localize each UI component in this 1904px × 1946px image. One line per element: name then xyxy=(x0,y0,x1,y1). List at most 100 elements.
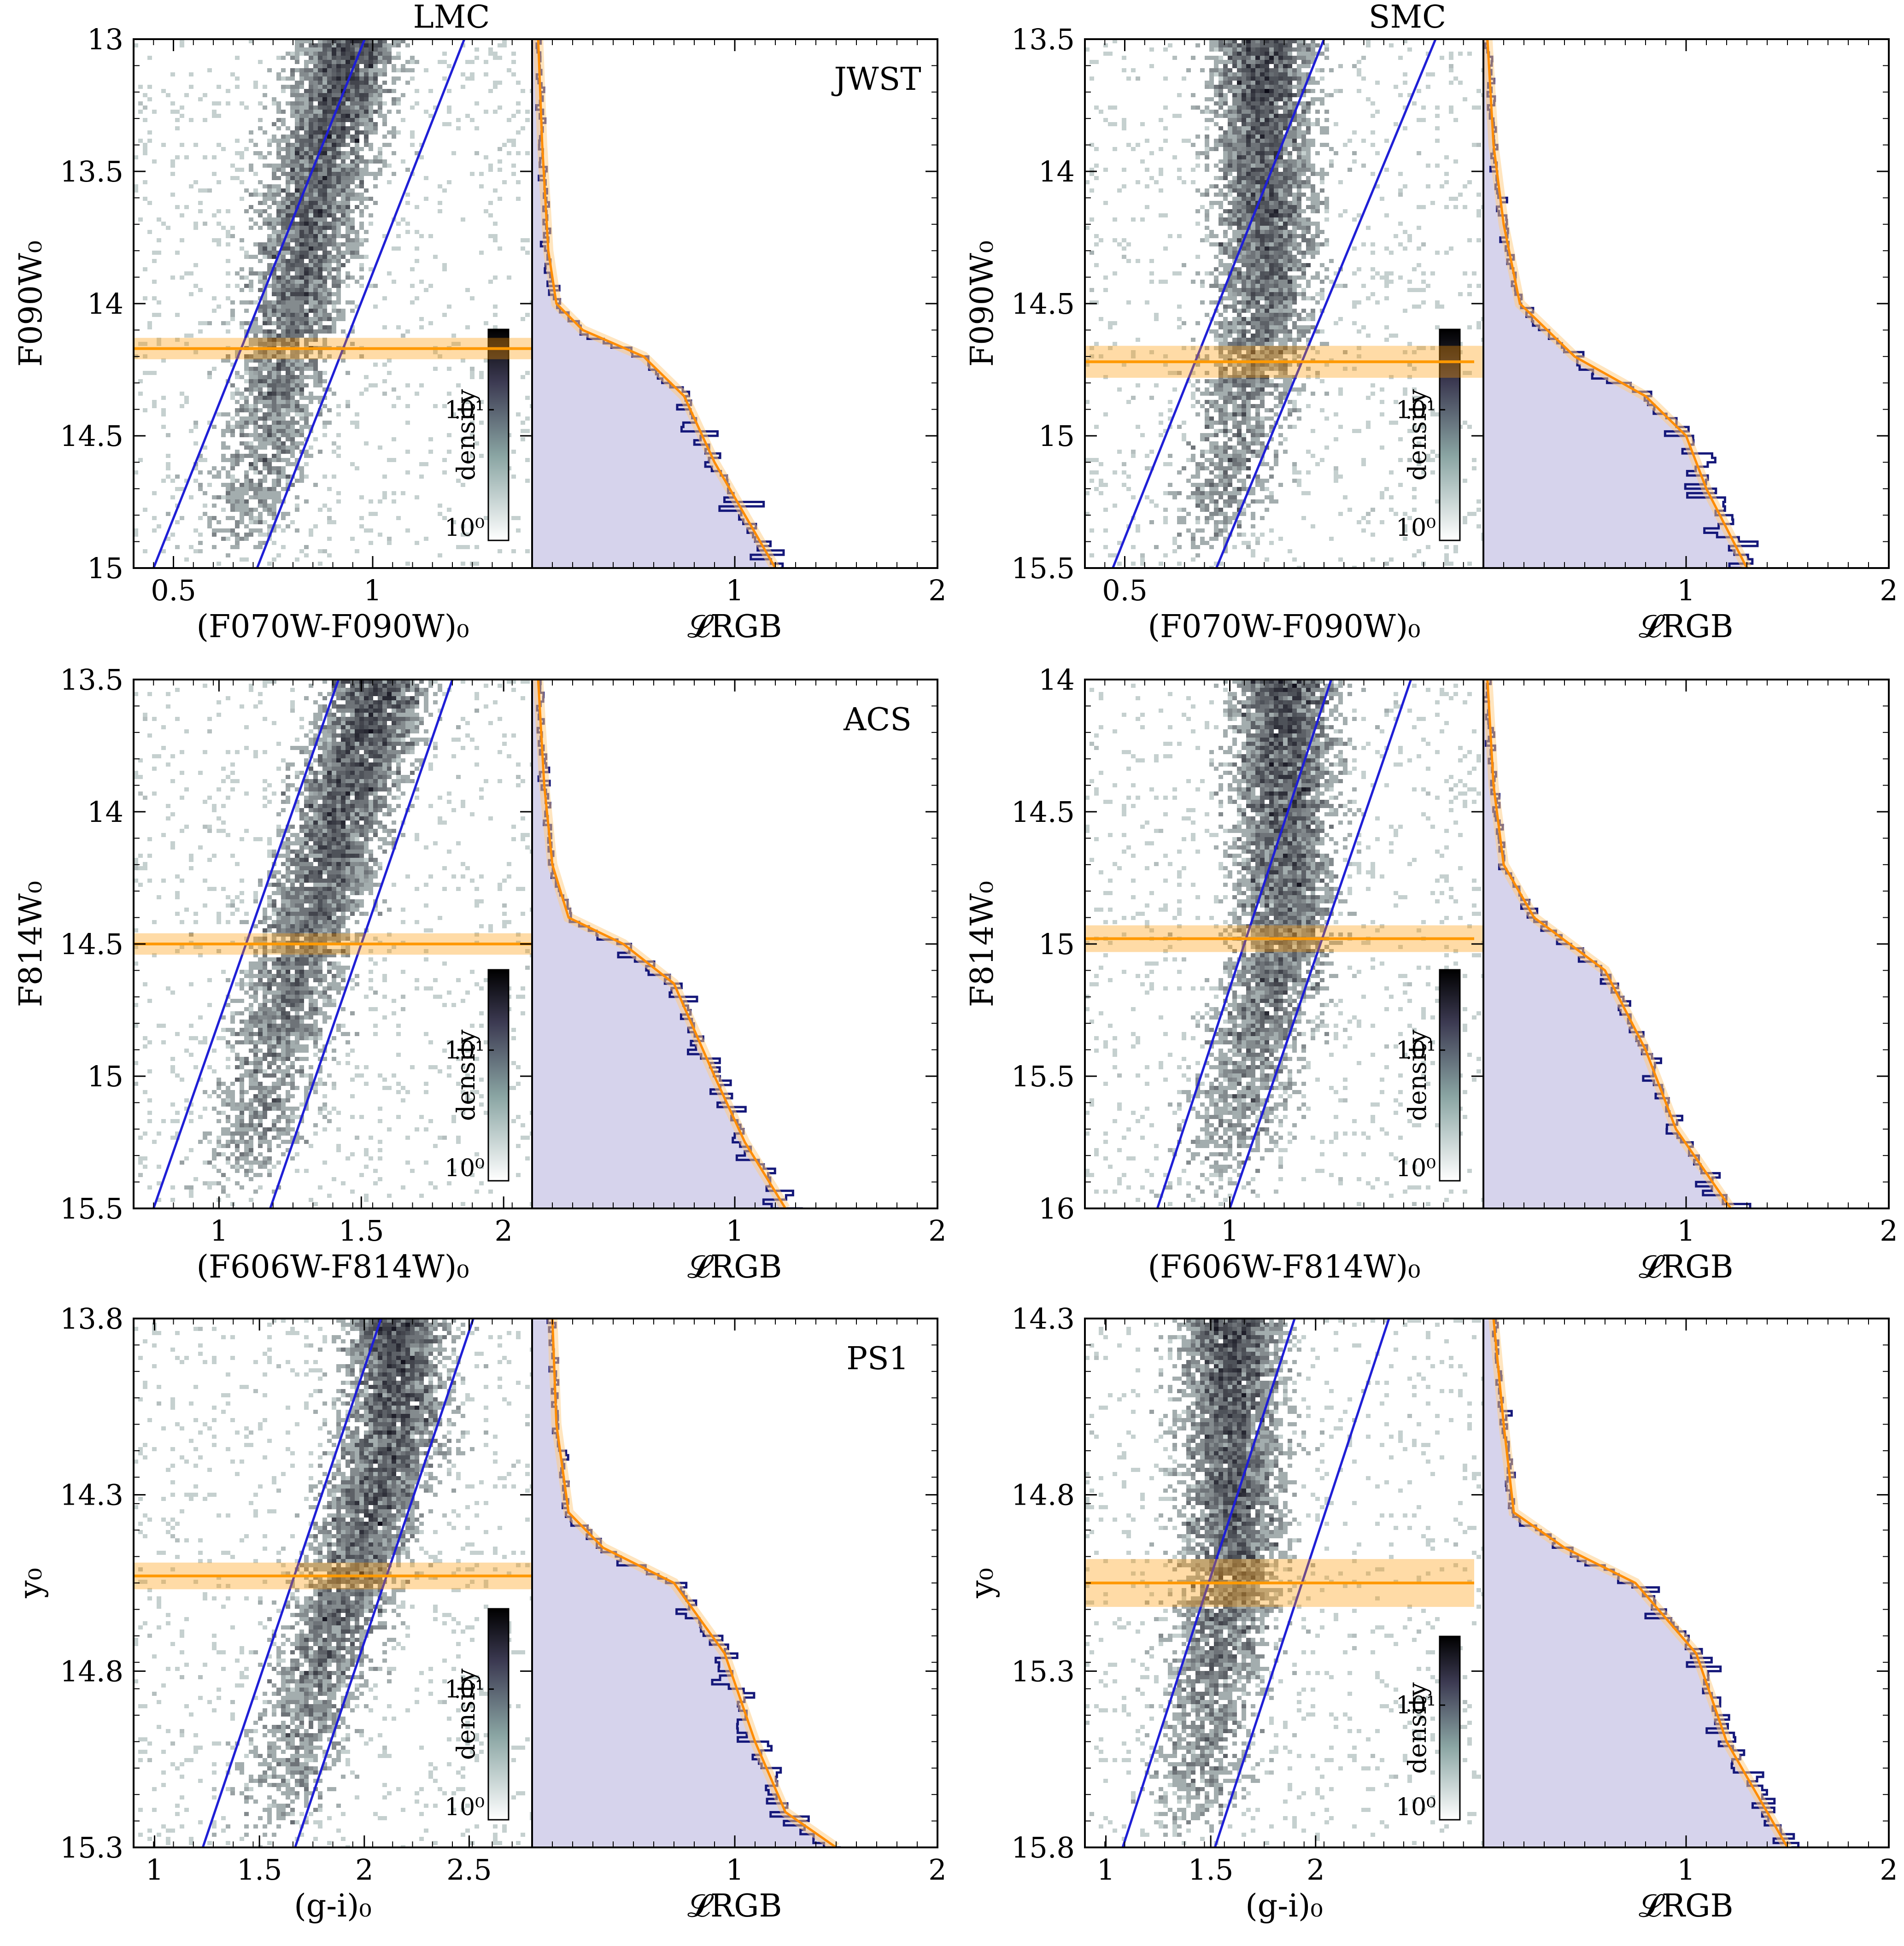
density-cell xyxy=(1260,184,1265,188)
density-cell xyxy=(313,234,318,238)
density-cell xyxy=(226,553,230,557)
density-cell xyxy=(322,81,327,85)
density-cell xyxy=(290,483,295,487)
density-cell xyxy=(193,466,198,470)
density-cell xyxy=(1255,159,1260,164)
density-cell xyxy=(525,118,530,122)
density-cell xyxy=(290,342,295,346)
density-cell xyxy=(1246,242,1251,246)
density-cell xyxy=(1228,76,1232,81)
density-cell xyxy=(1246,259,1251,263)
density-cell xyxy=(244,537,249,541)
density-cell xyxy=(1255,429,1260,433)
density-cell xyxy=(299,68,304,72)
density-cell xyxy=(1260,313,1265,317)
density-cell xyxy=(295,350,299,354)
density-cell xyxy=(1223,246,1228,251)
density-cell xyxy=(1232,458,1237,462)
density-cell xyxy=(373,97,378,101)
density-cell xyxy=(405,201,410,205)
density-cell xyxy=(1223,101,1228,106)
density-cell xyxy=(1440,184,1444,188)
density-cell xyxy=(1320,68,1324,72)
density-cell xyxy=(295,168,299,172)
density-cell xyxy=(1223,43,1228,47)
density-cell xyxy=(309,425,313,429)
density-cell xyxy=(1205,437,1209,441)
density-cell xyxy=(295,188,299,193)
density-cell xyxy=(1297,89,1301,93)
density-cell xyxy=(1269,263,1274,267)
density-cell xyxy=(373,159,378,164)
density-cell xyxy=(470,367,475,371)
density-cell xyxy=(1200,466,1205,470)
density-cell xyxy=(1274,313,1278,317)
density-cell xyxy=(373,60,378,64)
density-cell xyxy=(235,487,240,491)
density-cell xyxy=(147,97,152,101)
density-cell xyxy=(1191,445,1195,450)
density-cell xyxy=(235,168,240,172)
density-cell xyxy=(313,56,318,60)
density-cell xyxy=(1288,383,1292,387)
density-cell xyxy=(1177,371,1182,375)
density-cell xyxy=(299,321,304,325)
density-cell xyxy=(281,159,286,164)
density-cell xyxy=(322,188,327,193)
density-cell xyxy=(1297,363,1301,367)
density-cell xyxy=(419,143,424,147)
density-cell xyxy=(1311,238,1315,242)
density-cell xyxy=(235,76,240,81)
density-cell xyxy=(341,234,346,238)
density-cell xyxy=(1237,334,1242,338)
density-cell xyxy=(470,296,475,300)
density-cell xyxy=(1228,292,1232,296)
density-cell xyxy=(304,462,309,466)
density-cell xyxy=(1255,408,1260,412)
density-cell xyxy=(313,52,318,56)
density-cell xyxy=(336,234,341,238)
density-cell xyxy=(1260,371,1265,375)
density-cell xyxy=(1242,259,1246,263)
density-cell xyxy=(1306,491,1311,495)
density-cell xyxy=(299,267,304,271)
density-cell xyxy=(1232,93,1237,97)
density-cell xyxy=(1297,151,1301,155)
density-cell xyxy=(1283,263,1288,267)
density-cell xyxy=(1223,549,1228,553)
density-cell xyxy=(1242,172,1246,176)
density-cell xyxy=(1283,101,1288,106)
density-cell xyxy=(1237,487,1242,491)
density-cell xyxy=(1265,329,1269,334)
density-cell xyxy=(382,114,387,118)
density-cell xyxy=(189,495,193,499)
density-cell xyxy=(1288,184,1292,188)
density-cell xyxy=(336,143,341,147)
density-cell xyxy=(502,143,507,147)
density-cell xyxy=(350,309,355,313)
density-cell xyxy=(1177,520,1182,524)
density-cell xyxy=(1237,143,1242,147)
density-cell xyxy=(1191,346,1195,350)
density-cell xyxy=(244,454,249,458)
density-cell xyxy=(1246,151,1251,155)
density-cell xyxy=(1297,251,1301,255)
density-cell xyxy=(1205,504,1209,508)
density-cell xyxy=(346,164,350,168)
density-cell xyxy=(1237,209,1242,213)
density-cell xyxy=(442,52,447,56)
density-cell xyxy=(1255,454,1260,458)
density-cell xyxy=(1278,425,1283,429)
density-cell xyxy=(1242,375,1246,379)
density-cell xyxy=(1246,72,1251,76)
density-cell xyxy=(258,387,263,392)
density-cell xyxy=(438,201,442,205)
density-cell xyxy=(387,358,392,363)
density-cell xyxy=(276,483,281,487)
density-cell xyxy=(235,350,240,354)
density-cell xyxy=(1278,275,1283,280)
density-cell xyxy=(1288,309,1292,313)
density-cell xyxy=(470,421,475,425)
density-cell xyxy=(1343,284,1347,288)
density-cell xyxy=(1311,168,1315,172)
